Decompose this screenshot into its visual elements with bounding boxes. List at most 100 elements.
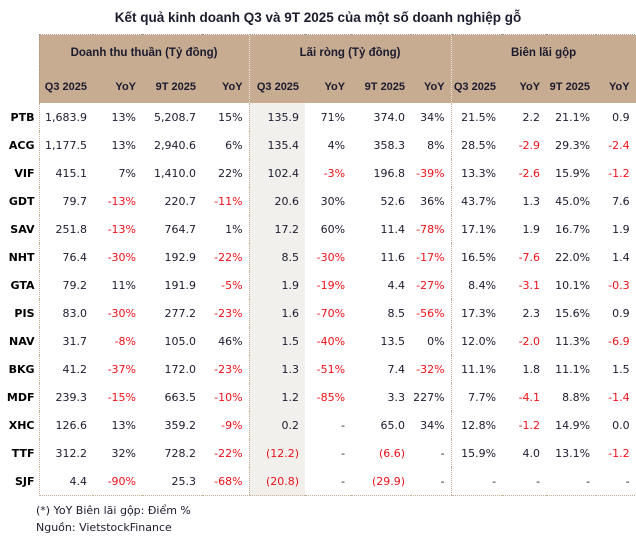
table-row: MDF 239.3 -15% 663.5 -10% 1.2 -85% 3.3 227% 7.7% -… [3, 383, 636, 411]
value-cell: 312.2 [38, 439, 93, 467]
value-cell: 1.5 [596, 355, 636, 383]
value-cell: (6.6) [378, 446, 406, 460]
value-cell: 1.9 [522, 222, 541, 236]
value-cell: -85% [316, 390, 346, 404]
value-cell: - [596, 467, 636, 496]
value-cell: -3% [323, 166, 346, 180]
value-cell: 135.4 [248, 131, 306, 159]
ticker-ACG: ACG [3, 131, 39, 159]
value-cell: 358.3 [373, 138, 406, 152]
group-header-gross-margin: Biên lãi gộp [450, 34, 636, 70]
value-cell: 79.2 [38, 271, 93, 299]
value-cell: -39% [416, 166, 445, 180]
ticker-NHT: NHT [3, 243, 39, 271]
value-cell: 192.9 [164, 250, 197, 264]
value-cell: -23% [214, 362, 243, 376]
value-cell: -40% [316, 334, 346, 348]
value-cell: -51% [316, 362, 346, 376]
source-credit: Nguồn: VietstockFinance [36, 521, 172, 534]
value-cell: 76.4 [38, 243, 93, 271]
value-cell: -11% [214, 194, 243, 208]
value-cell: -32% [416, 362, 445, 376]
value-cell: 15.9% [555, 166, 591, 180]
value-cell: 22% [218, 166, 243, 180]
column-header-yoy-7: YoY [411, 70, 452, 103]
value-cell: - [341, 418, 346, 432]
value-cell: -13% [107, 194, 136, 208]
value-cell: 13% [111, 418, 136, 432]
value-cell: 52.6 [380, 194, 406, 208]
value-cell: 4.4 [38, 467, 93, 496]
value-cell: 4% [327, 138, 346, 152]
value-cell: 1.6 [248, 299, 306, 327]
page-title: Kết quả kinh doanh Q3 và 9T 2025 của một… [114, 10, 522, 25]
ticker-XHC: XHC [3, 411, 39, 439]
value-cell: 8% [427, 138, 445, 152]
value-cell: 79.7 [38, 187, 93, 215]
value-cell: - [546, 467, 597, 496]
value-cell: 20.6 [248, 187, 306, 215]
ticker-VIF: VIF [3, 159, 39, 187]
value-cell: 251.8 [38, 215, 93, 243]
table-row: GTA 79.2 11% 191.9 -5% 1.9 -19% 4.4 -27% 8.4% -3.1… [3, 271, 636, 299]
table-row: ACG 1,177.5 13% 2,940.6 6% 135.4 4% 358.3 8% 28.5… [3, 131, 636, 159]
value-cell: - [411, 467, 452, 496]
value-cell: 7% [118, 166, 136, 180]
value-cell: 15.6% [555, 306, 591, 320]
value-cell: 21.1% [555, 110, 591, 124]
value-cell: 0.9 [596, 299, 636, 327]
ticker-SAV: SAV [3, 215, 39, 243]
group-header-net-profit: Lãi ròng (Tỷ đồng) [248, 34, 452, 70]
ticker-MDF: MDF [3, 383, 39, 411]
value-cell: -1.2 [596, 159, 636, 187]
value-cell: 25.3 [142, 467, 202, 496]
table-row: XHC 126.6 13% 359.2 -9% 0.2 - 65.0 34% 12.8% -1.2 1… [3, 411, 636, 439]
value-cell: 7.4 [387, 362, 406, 376]
value-cell: 16.5% [450, 243, 503, 271]
value-cell: -78% [416, 222, 445, 236]
value-cell: 10.1% [555, 278, 591, 292]
value-cell: 172.0 [164, 362, 197, 376]
value-cell: 43.7% [450, 187, 503, 215]
value-cell: 374.0 [373, 110, 406, 124]
value-cell: -2.6 [518, 166, 541, 180]
value-cell: 13% [111, 138, 136, 152]
table-row: PTB 1,683.9 13% 5,208.7 15% 135.9 71% 374.0 34% 2… [3, 103, 636, 131]
value-cell: -5% [221, 278, 243, 292]
value-cell: 30% [320, 194, 346, 208]
value-cell: 16.7% [555, 222, 591, 236]
value-cell: 6% [225, 138, 243, 152]
value-cell: 4.4 [387, 278, 406, 292]
value-cell: 13% [111, 110, 136, 124]
value-cell: -13% [107, 222, 136, 236]
value-cell: -2.4 [596, 131, 636, 159]
value-cell: 22.0% [555, 250, 591, 264]
value-cell: 71% [320, 110, 346, 124]
value-cell: 1.5 [248, 327, 306, 355]
value-cell: -17% [416, 250, 445, 264]
value-cell: -22% [214, 250, 243, 264]
value-cell: 28.5% [450, 131, 503, 159]
value-cell: 11.3% [555, 334, 591, 348]
value-cell: 0% [427, 334, 445, 348]
table-row: NHT 76.4 -30% 192.9 -22% 8.5 -30% 11.6 -17% 16.5%… [3, 243, 636, 271]
table-row: VIF 415.1 7% 1,410.0 22% 102.4 -3% 196.8 -39% 13.… [3, 159, 636, 187]
column-header-yoy-11: YoY [596, 70, 636, 103]
value-cell: 196.8 [373, 166, 406, 180]
value-cell: - [341, 446, 346, 460]
value-cell: 2.2 [522, 110, 541, 124]
value-cell: -23% [214, 306, 243, 320]
value-cell: -1.2 [596, 439, 636, 467]
value-cell: 3.3 [387, 390, 406, 404]
value-cell: 135.9 [248, 103, 306, 131]
value-cell: -8% [114, 334, 136, 348]
value-cell: 2,940.6 [154, 138, 196, 152]
value-cell: 11.4 [380, 222, 406, 236]
table-row: PIS 83.0 -30% 277.2 -23% 1.6 -70% 8.5 -56% 17.3% 2… [3, 299, 636, 327]
value-cell: 1.4 [596, 243, 636, 271]
column-header-9t-2025-6: 9T 2025 [351, 70, 412, 103]
value-cell: 5,208.7 [154, 110, 196, 124]
value-cell: 11.6 [380, 250, 406, 264]
value-cell: 126.6 [38, 411, 93, 439]
value-cell: 12.8% [450, 411, 503, 439]
